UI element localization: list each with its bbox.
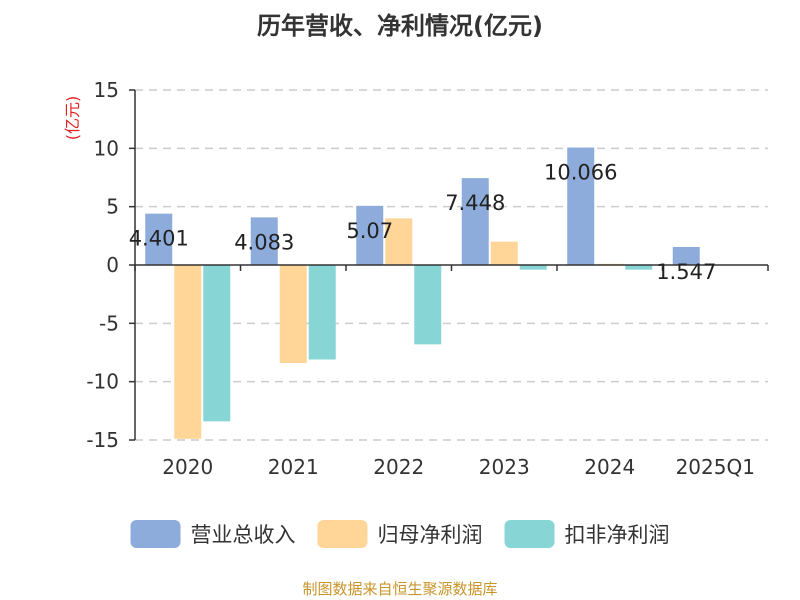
bar-2020-扣非净利润 bbox=[203, 265, 231, 422]
x-tick-label: 2020 bbox=[162, 455, 213, 479]
y-tick-label: 10 bbox=[94, 136, 119, 160]
x-tick-label: 2024 bbox=[584, 455, 635, 479]
grid-lines bbox=[135, 89, 768, 441]
legend: 营业总收入 归母净利润 扣非净利润 bbox=[130, 520, 670, 548]
data-label-2020: 4.401 bbox=[129, 227, 189, 251]
y-tick-label: -15 bbox=[86, 428, 119, 452]
bar-2023-营业总收入 bbox=[461, 178, 489, 265]
bar-2023-归母净利润 bbox=[490, 241, 518, 265]
bar-2022-归母净利润 bbox=[385, 218, 413, 265]
bar-2022-扣非净利润 bbox=[414, 265, 442, 345]
x-tick-label: 2025Q1 bbox=[676, 455, 755, 479]
bar-2022-营业总收入 bbox=[356, 205, 384, 265]
data-label-2024: 10.066 bbox=[544, 161, 617, 185]
legend-label-扣非净利润: 扣非净利润 bbox=[565, 523, 670, 547]
y-tick-label: 15 bbox=[94, 78, 119, 102]
bar-2024-扣非净利润 bbox=[625, 265, 653, 270]
legend-swatch-营业总收入 bbox=[130, 520, 181, 548]
bar-2023-扣非净利润 bbox=[519, 265, 547, 270]
bar-2020-营业总收入 bbox=[145, 213, 173, 265]
bar-2024-营业总收入 bbox=[567, 147, 595, 265]
data-label-2023: 7.448 bbox=[445, 191, 505, 215]
bar-2021-营业总收入 bbox=[250, 217, 278, 265]
data-label-2021: 4.083 bbox=[234, 230, 294, 254]
y-tick-label: 5 bbox=[106, 195, 119, 219]
legend-swatch-扣非净利润 bbox=[504, 520, 555, 548]
bar-2025Q1-营业总收入 bbox=[672, 246, 700, 265]
x-tick-label: 2023 bbox=[479, 455, 530, 479]
axes: 15 10 5 0 -5 -10 -15 2020 2021 2022 2023 2024 2025Q1 bbox=[86, 78, 769, 479]
x-tick-label: 2022 bbox=[373, 455, 424, 479]
bar-2021-扣非净利润 bbox=[308, 265, 336, 360]
chart-title: 历年营收、净利情况(亿元) bbox=[257, 12, 543, 40]
x-tick-label: 2021 bbox=[268, 455, 319, 479]
data-labels: 4.401 4.083 5.07 7.448 10.066 1.547 bbox=[129, 161, 717, 284]
legend-swatch-归母净利润 bbox=[317, 520, 368, 548]
source-note: 制图数据来自恒生聚源数据库 bbox=[302, 580, 497, 598]
y-tick-label: -10 bbox=[86, 370, 119, 394]
y-tick-label: -5 bbox=[99, 311, 119, 335]
data-label-2025Q1: 1.547 bbox=[656, 260, 716, 284]
data-label-2022: 5.07 bbox=[346, 219, 393, 243]
bars bbox=[145, 147, 700, 439]
legend-label-归母净利润: 归母净利润 bbox=[378, 523, 483, 547]
bar-2021-归母净利润 bbox=[279, 265, 307, 363]
y-tick-label: 0 bbox=[106, 253, 119, 277]
bar-2020-归母净利润 bbox=[174, 265, 202, 439]
legend-label-营业总收入: 营业总收入 bbox=[191, 523, 296, 547]
y-axis-unit-label: (亿元) bbox=[63, 96, 82, 141]
